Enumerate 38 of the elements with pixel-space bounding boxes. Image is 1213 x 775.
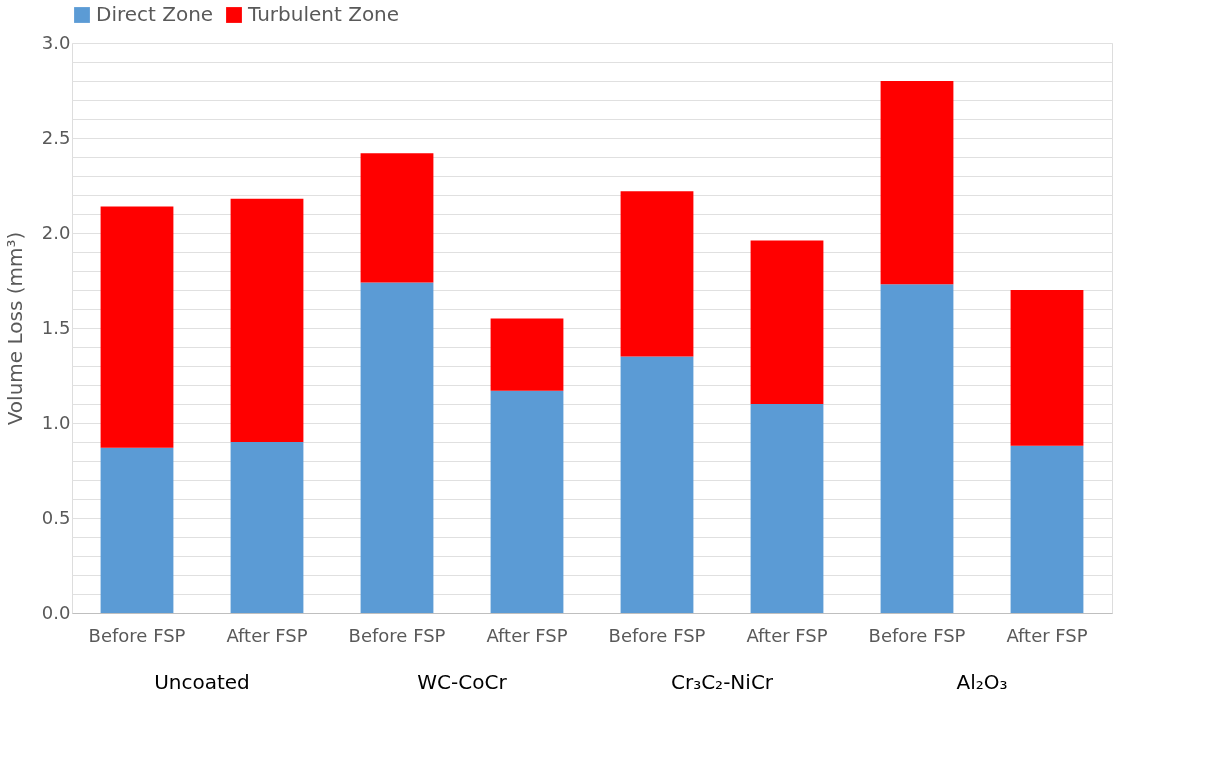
bar [620, 356, 694, 613]
legend-label: Turbulent Zone [247, 2, 400, 26]
y-tick-label: 0.5 [41, 506, 71, 528]
x-tick-label: After FSP [1006, 624, 1088, 646]
bar [1010, 445, 1084, 613]
x-tick-label: After FSP [486, 624, 568, 646]
y-tick-label: 0.0 [41, 601, 71, 623]
x-tick-label: After FSP [226, 624, 308, 646]
y-tick-label: 2.0 [41, 221, 71, 243]
x-tick-label: After FSP [746, 624, 828, 646]
text: Cr₃C₂-NiCr [670, 670, 774, 694]
y-axis-title: Volume Loss (mm³) [2, 231, 27, 426]
bar [490, 318, 564, 391]
bar [1010, 290, 1084, 446]
y-tick-label: 3.0 [41, 31, 71, 53]
bar [620, 191, 694, 357]
bar [230, 442, 304, 613]
bar [100, 447, 174, 613]
bar [490, 390, 564, 613]
legend-label: Direct Zone [96, 2, 214, 26]
text: Uncoated [154, 670, 250, 694]
x-tick-label: Before FSP [608, 624, 706, 646]
bar [360, 153, 434, 283]
y-tick-label: 1.0 [41, 411, 71, 433]
y-tick-label: 2.5 [41, 126, 71, 148]
bar [750, 240, 824, 404]
x-tick-label: Before FSP [868, 624, 966, 646]
bar [100, 206, 174, 448]
bar [750, 404, 824, 613]
text: WC-CoCr [417, 670, 508, 694]
x-tick-label: Before FSP [88, 624, 186, 646]
bar [360, 282, 434, 613]
bar [880, 284, 954, 613]
bar [230, 198, 304, 442]
y-tick-label: 1.5 [41, 316, 71, 338]
bar [880, 81, 954, 285]
text: Al₂O₃ [956, 670, 1008, 694]
x-tick-label: Before FSP [348, 624, 446, 646]
